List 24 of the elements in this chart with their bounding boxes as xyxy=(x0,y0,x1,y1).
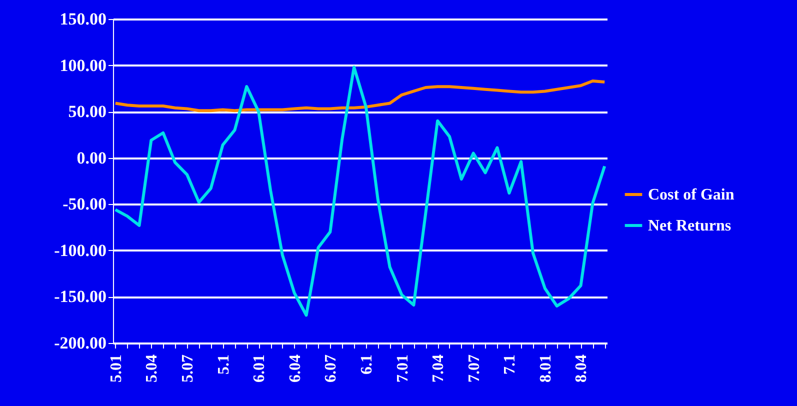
y-tick-label: 50.00 xyxy=(68,102,106,122)
legend-label: Net Returns xyxy=(648,218,732,234)
x-tick-label: 7.04 xyxy=(430,354,448,382)
x-tick-label: 6.01 xyxy=(251,354,268,382)
y-tick-label: 100.00 xyxy=(60,56,106,75)
legend-label: Cost of Gain xyxy=(648,186,734,204)
x-tick-label: 6.07 xyxy=(322,354,340,382)
x-tick-label: 7.1 xyxy=(502,354,519,374)
x-tick-label: 7.07 xyxy=(466,354,483,382)
y-tick-label: -50.00 xyxy=(62,194,106,214)
x-tick-label: 5.04 xyxy=(144,354,161,382)
y-tick-label: -200.00 xyxy=(54,334,106,352)
x-tick-label: 6.1 xyxy=(358,354,376,374)
x-tick-label: 8.04 xyxy=(573,354,590,382)
y-tick-label: 150.00 xyxy=(60,10,106,28)
x-tick-label: 5.1 xyxy=(215,354,232,374)
x-tick-label: 8.01 xyxy=(537,354,554,382)
y-tick-label: -150.00 xyxy=(54,287,106,306)
x-tick-label: 7.01 xyxy=(394,354,412,382)
y-tick-label: 0.00 xyxy=(76,148,106,168)
x-tick-label: 5.01 xyxy=(108,354,125,382)
x-tick-label: 6.04 xyxy=(286,354,304,382)
y-tick-label: -100.00 xyxy=(54,240,106,260)
x-tick-label: 5.07 xyxy=(179,354,196,382)
